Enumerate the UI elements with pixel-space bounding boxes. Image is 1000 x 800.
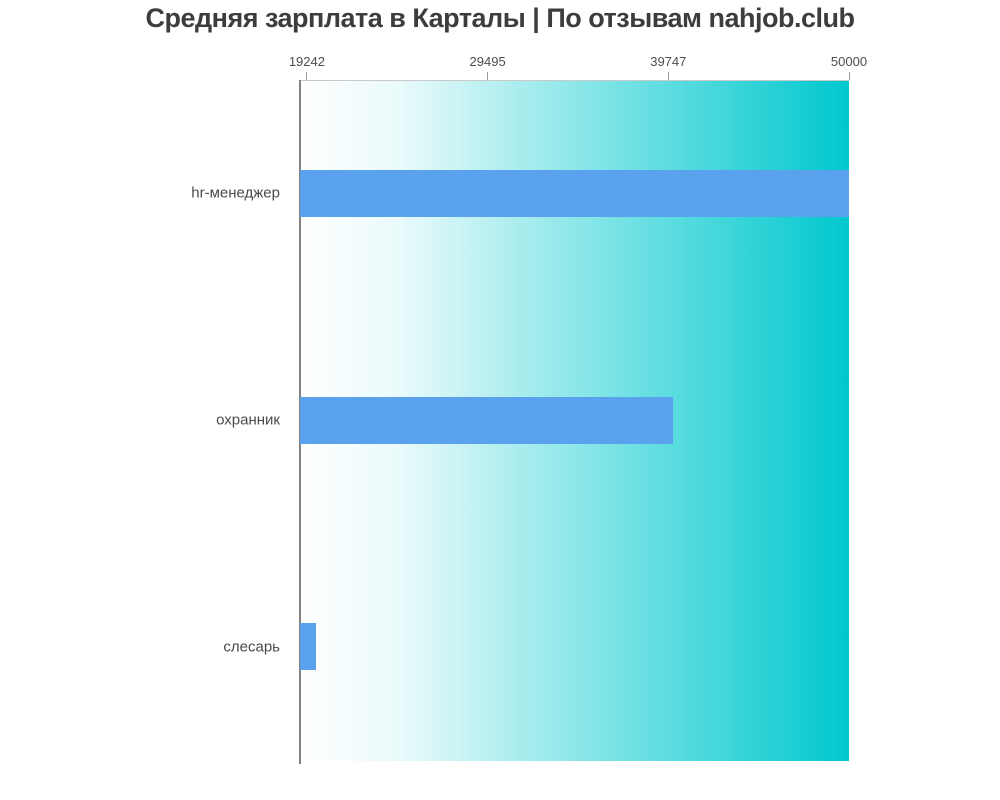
category-label: hr-менеджер xyxy=(191,184,280,202)
x-tick-label: 19242 xyxy=(288,54,325,69)
bar xyxy=(300,169,849,217)
category-labels: hr-менеджер охранник слесарь xyxy=(0,80,290,760)
bar xyxy=(300,396,673,444)
x-tick-label: 29495 xyxy=(469,54,506,69)
x-tick-mark xyxy=(667,72,669,80)
x-tick-mark xyxy=(848,72,850,80)
x-tick-mark xyxy=(306,72,308,80)
x-tick-mark xyxy=(487,72,489,80)
bar xyxy=(300,623,316,671)
category-label: слесарь xyxy=(223,638,280,656)
x-tick-label: 39747 xyxy=(650,54,687,69)
bars-layer xyxy=(300,80,849,760)
chart-title: Средняя зарплата в Карталы | По отзывам … xyxy=(145,3,855,33)
x-tick-label: 50000 xyxy=(830,54,868,69)
category-label: охранник xyxy=(216,411,280,429)
